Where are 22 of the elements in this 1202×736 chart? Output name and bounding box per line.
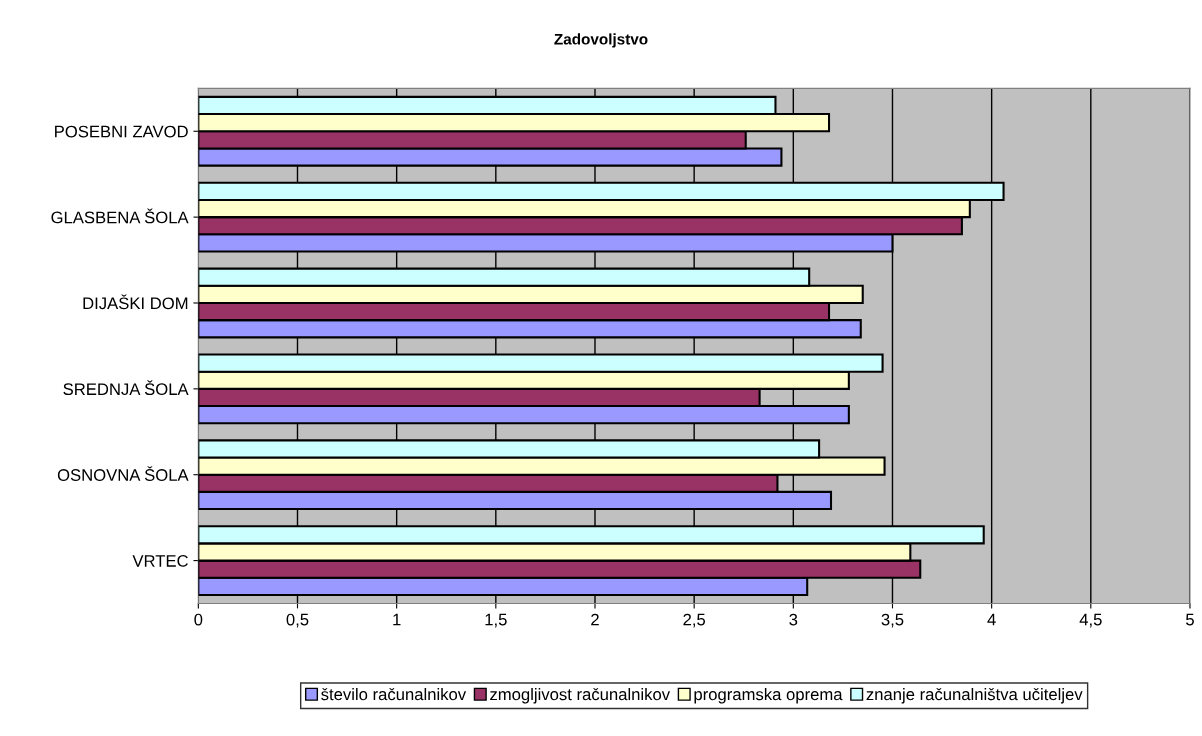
x-tick-label: 1,5 bbox=[485, 613, 507, 628]
x-tick-label: 0,5 bbox=[286, 613, 309, 628]
x-tick-label: 4 bbox=[987, 613, 996, 626]
legend-label: programska oprema bbox=[694, 687, 843, 704]
legend-label: število računalnikov bbox=[321, 687, 467, 701]
x-tick-label: 2 bbox=[591, 613, 599, 626]
y-tick-label: DIJAŠKI DOM bbox=[83, 294, 188, 310]
y-tick-label: GLASBENA ŠOLA bbox=[51, 208, 189, 224]
x-tick-label: 5 bbox=[1186, 613, 1194, 626]
chart-title: Zadovoljstvo bbox=[554, 33, 648, 48]
y-tick-label: OSNOVNA ŠOLA bbox=[57, 466, 189, 481]
x-tick-label: 3 bbox=[789, 613, 798, 626]
x-tick-label: 2,5 bbox=[683, 613, 706, 628]
legend-label: znanje računalništva učiteljev bbox=[866, 687, 1083, 704]
x-tick-label: 3,5 bbox=[881, 613, 904, 628]
y-tick-label: POSEBNI ZAVOD bbox=[55, 125, 188, 138]
y-tick-label: VRTEC bbox=[132, 554, 188, 567]
y-tick-label: SREDNJA ŠOLA bbox=[63, 380, 189, 396]
legend-label: zmogljivost računalnikov bbox=[490, 687, 671, 704]
x-tick-label: 0 bbox=[194, 613, 203, 626]
x-tick-label: 1 bbox=[393, 613, 401, 626]
x-tick-label: 4,5 bbox=[1079, 613, 1102, 628]
